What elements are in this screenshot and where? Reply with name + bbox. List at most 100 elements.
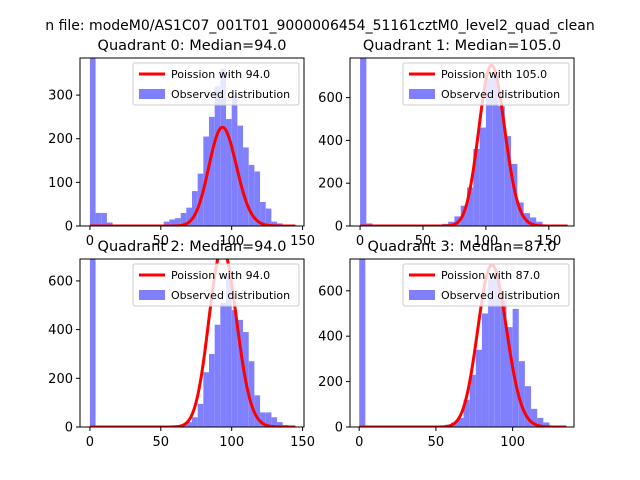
- x-tick-label: 150: [290, 234, 315, 249]
- histogram-bar: [485, 78, 493, 226]
- y-tick-label: 400: [48, 323, 73, 338]
- histogram-bar: [197, 403, 204, 427]
- y-tick-label: 100: [48, 176, 73, 191]
- histogram-bar: [537, 417, 544, 427]
- histogram-bar: [214, 86, 221, 226]
- histogram-bar: [89, 58, 96, 226]
- x-tick-label: 100: [473, 234, 498, 249]
- subplot-title: Quadrant 2: Median=94.0: [98, 239, 287, 255]
- histogram-bar: [203, 372, 210, 427]
- y-tick-label: 200: [318, 375, 343, 390]
- histogram-bar: [243, 147, 249, 226]
- histogram-bar: [488, 279, 495, 427]
- histogram-bar: [492, 76, 499, 226]
- y-tick-label: 200: [318, 177, 343, 192]
- x-tick-label: 0: [355, 435, 363, 450]
- x-tick-label: 50: [153, 435, 170, 450]
- x-tick-label: 150: [290, 435, 315, 450]
- x-tick-label: 100: [219, 234, 244, 249]
- y-tick-label: 600: [318, 284, 343, 299]
- subplot-quadrant-2: 0 50 100 150 0 200 400 600 Quadrant 2: Median=94…: [48, 239, 315, 450]
- histogram-bar: [518, 361, 525, 427]
- histogram-bar: [209, 116, 215, 226]
- histogram-bar: [536, 221, 543, 226]
- histogram-bar: [169, 219, 175, 226]
- histogram-bar: [163, 221, 170, 226]
- figure-suptitle: n file: modeM0/AS1C07_001T01_9000006454_…: [45, 18, 594, 34]
- legend-label: Observed distribution: [441, 88, 560, 101]
- histogram-bar: [106, 222, 113, 226]
- y-tick-label: 0: [65, 421, 73, 436]
- histogram-bar: [214, 324, 221, 427]
- histogram-bar: [95, 212, 102, 226]
- legend-label: Observed distribution: [171, 289, 290, 302]
- legend-label: Observed distribution: [441, 289, 560, 302]
- legend-label: Poission with 94.0: [171, 269, 270, 282]
- histogram-bar: [192, 191, 198, 226]
- x-tick-label: 0: [356, 234, 364, 249]
- histogram-bar: [498, 106, 505, 226]
- axes-frame: [349, 258, 575, 428]
- subplot-grid: 0 50 100 150 0 100 200 300 Quadrant 0: Median=94…: [48, 38, 575, 450]
- x-tick-label: 100: [500, 435, 525, 450]
- legend-label: Observed distribution: [171, 88, 290, 101]
- histogram-bar: [89, 259, 96, 427]
- histogram-bar: [254, 171, 261, 226]
- histogram-bar: [506, 327, 513, 427]
- legend-label: Poission with 94.0: [171, 68, 270, 81]
- x-tick-label: 50: [428, 435, 445, 450]
- y-tick-label: 0: [65, 220, 73, 235]
- subplot-title: Quadrant 1: Median=105.0: [363, 38, 561, 54]
- histogram-bar: [494, 277, 501, 427]
- histogram-bar: [265, 208, 272, 226]
- legend: Poission with 87.0 Observed distribution: [402, 263, 570, 307]
- histogram-bar: [463, 399, 470, 427]
- histogram-bar: [359, 259, 366, 427]
- y-tick-label: 0: [335, 421, 343, 436]
- histogram-bar: [467, 187, 474, 226]
- histogram-bar: [174, 218, 181, 226]
- legend-patch-swatch: [409, 89, 435, 99]
- histogram-bar: [260, 412, 266, 427]
- histogram-bar: [220, 302, 227, 427]
- y-tick-label: 200: [48, 372, 73, 387]
- subplot-quadrant-3: 0 50 100 0 200 400 600 Quadrant 3: Median=87.0 P…: [318, 239, 575, 450]
- y-tick-label: 600: [48, 274, 73, 289]
- y-tick-label: 400: [318, 134, 343, 149]
- histogram-bar: [531, 408, 538, 427]
- histogram-bar: [360, 58, 367, 226]
- subplot-title: Quadrant 3: Median=87.0: [368, 239, 557, 255]
- axes-frame: [79, 57, 305, 227]
- histogram-bar: [473, 148, 480, 226]
- legend: Poission with 94.0 Observed distribution: [132, 62, 300, 106]
- legend-patch-swatch: [409, 290, 435, 300]
- histogram-bar: [254, 395, 261, 427]
- x-tick-label: 150: [536, 234, 561, 249]
- histogram-bar: [481, 313, 489, 427]
- subplot-quadrant-1: 0 50 100 150 0 200 400 600 Quadrant 1: Median=10…: [318, 38, 575, 249]
- legend-label: Poission with 87.0: [441, 269, 540, 282]
- histogram-bar: [101, 212, 107, 226]
- histogram-bar: [271, 221, 278, 226]
- histogram-bar: [529, 217, 537, 226]
- x-tick-label: 0: [86, 435, 94, 450]
- y-tick-label: 0: [335, 220, 343, 235]
- poisson-curve: [89, 259, 296, 427]
- legend-patch-swatch: [139, 89, 165, 99]
- y-tick-label: 300: [48, 89, 73, 104]
- histogram-bar: [500, 299, 507, 427]
- histogram-bar: [231, 310, 238, 427]
- histogram-bar: [186, 207, 192, 226]
- histogram-bar: [543, 422, 550, 427]
- histogram-bar: [457, 417, 464, 427]
- subplot-title: Quadrant 0: Median=94.0: [98, 38, 287, 54]
- histogram-bar: [226, 276, 232, 427]
- histogram-bar: [271, 417, 278, 427]
- poisson-curve: [359, 263, 567, 427]
- legend-box: [132, 263, 300, 307]
- histogram-bar: [237, 319, 244, 427]
- histogram-bar: [192, 417, 198, 427]
- histogram-bar: [479, 127, 486, 226]
- histogram-bar: [220, 68, 227, 226]
